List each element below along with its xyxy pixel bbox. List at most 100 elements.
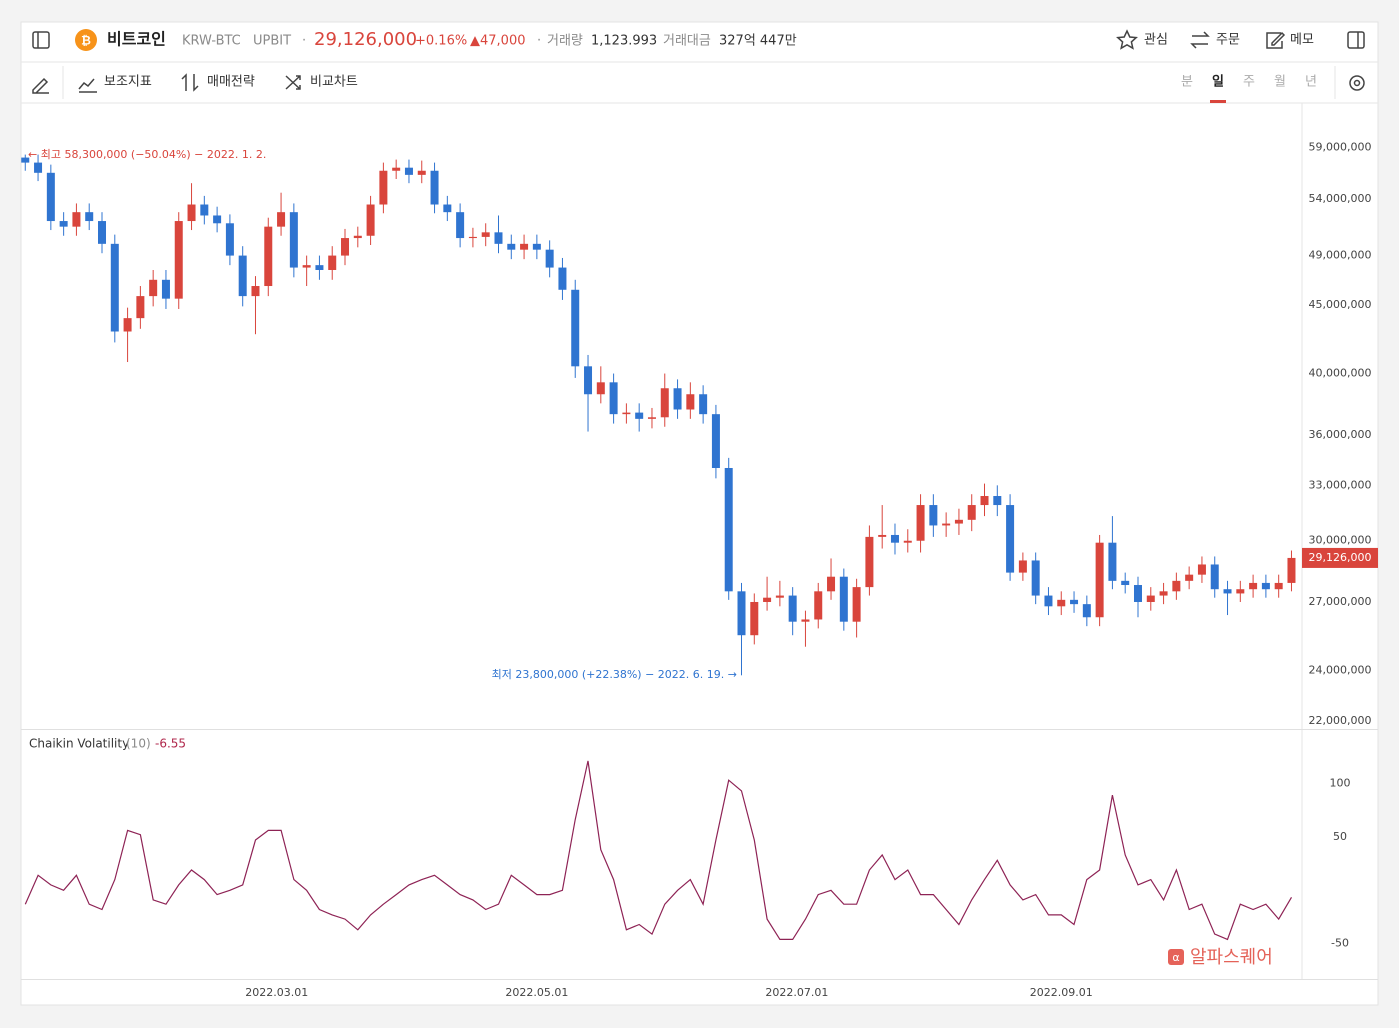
- candle-body: [660, 388, 669, 418]
- card: [20, 21, 1379, 1006]
- candle-body: [1070, 599, 1079, 605]
- settings-icon-center: [1353, 79, 1361, 87]
- y-tick-label: 22,000,000: [1309, 714, 1372, 727]
- change-rate: +0.16%: [415, 34, 467, 49]
- candle-body: [187, 204, 196, 222]
- candle-body: [1236, 589, 1245, 594]
- draw-icon[interactable]: [32, 77, 49, 94]
- candle-body: [1095, 542, 1104, 618]
- candle-body: [545, 249, 554, 268]
- watermark: 알파스퀘어: [1190, 947, 1273, 968]
- action[interactable]: 관심: [1144, 33, 1168, 48]
- candle-body: [878, 534, 887, 537]
- indicator-line: [24, 760, 1293, 941]
- candle-body: [1261, 582, 1270, 590]
- candle-body: [1044, 595, 1053, 607]
- coin-icon-symbol: ₿: [81, 34, 91, 48]
- exchange: UPBIT: [253, 34, 291, 49]
- tool[interactable]: 비교차트: [310, 75, 358, 90]
- interval[interactable]: 년: [1305, 75, 1317, 90]
- indicator-last-value: -6.55: [155, 737, 186, 751]
- candle-body: [1274, 582, 1283, 590]
- candle-body: [507, 243, 516, 250]
- candle-body: [468, 236, 477, 239]
- dot: ·: [302, 34, 306, 49]
- interval[interactable]: 분: [1181, 75, 1193, 90]
- candle-body: [814, 591, 823, 620]
- x-tick-label: 2022.03.01: [245, 986, 308, 999]
- y-tick-label: 27,000,000: [1309, 595, 1372, 608]
- interval[interactable]: 주: [1243, 75, 1255, 90]
- watermark-logo-symbol: α: [1172, 951, 1179, 964]
- volume-label: 거래량: [547, 34, 583, 49]
- interval[interactable]: 월: [1274, 75, 1286, 90]
- watermark-logo: [1168, 949, 1184, 965]
- candle-body: [392, 167, 401, 171]
- candle-body: [993, 496, 1002, 506]
- candle-body: [596, 382, 605, 395]
- volume: 1,123.993: [591, 34, 657, 49]
- y-tick-label: -50: [1331, 937, 1349, 950]
- sidebar-toggle[interactable]: [32, 31, 50, 49]
- candle-body: [456, 212, 465, 239]
- candle-body: [85, 212, 94, 222]
- candle-body: [1121, 580, 1130, 586]
- candle-body: [1146, 595, 1155, 602]
- x-tick-label: 2022.05.01: [505, 986, 568, 999]
- candle-body: [622, 412, 631, 415]
- y-tick-label: 40,000,000: [1309, 367, 1372, 380]
- x-tick-label: 2022.07.01: [765, 986, 828, 999]
- y-tick-label: 30,000,000: [1309, 534, 1372, 547]
- compare-icon: [285, 75, 301, 90]
- candle-body: [341, 238, 350, 256]
- candle-body: [686, 394, 695, 410]
- candle-body: [417, 170, 426, 175]
- candle-body: [942, 523, 951, 526]
- candle-body: [929, 505, 938, 526]
- candle-body: [1249, 582, 1258, 590]
- y-tick-label: 24,000,000: [1309, 663, 1372, 676]
- action[interactable]: 주문: [1216, 33, 1240, 48]
- candle-body: [136, 296, 145, 319]
- change: ▲47,000: [470, 34, 526, 49]
- candle-body: [238, 255, 247, 297]
- indicator-title: Chaikin Volatility: [29, 737, 129, 751]
- candle-body: [954, 519, 963, 524]
- candle-body: [277, 212, 286, 227]
- y-tick-label: 100: [1330, 776, 1351, 789]
- tool[interactable]: 매매전략: [207, 75, 255, 90]
- candle-body: [1133, 585, 1142, 602]
- candle-body: [494, 232, 503, 244]
- candle-body: [852, 587, 861, 622]
- candle-body: [1031, 560, 1040, 596]
- candle-body: [289, 212, 298, 268]
- settings-icon[interactable]: [1349, 75, 1365, 91]
- coin-icon: [75, 29, 97, 51]
- candle-body: [98, 221, 107, 244]
- candle-body: [1018, 560, 1027, 573]
- candle-body: [967, 505, 976, 520]
- candle-body: [865, 536, 874, 588]
- candle-body: [750, 601, 759, 636]
- interval[interactable]: 일: [1212, 75, 1224, 90]
- action[interactable]: 메모: [1290, 33, 1314, 48]
- candle-body: [647, 417, 656, 419]
- indicator-period: (10): [126, 737, 151, 751]
- candle-body: [161, 279, 170, 299]
- candle-body: [558, 267, 567, 290]
- candle-body: [46, 172, 55, 222]
- candle-body: [213, 215, 222, 224]
- candle-body: [903, 540, 912, 543]
- candle-body: [366, 204, 375, 236]
- tool[interactable]: 보조지표: [104, 75, 152, 90]
- candle-body: [673, 388, 682, 410]
- pair: KRW-BTC: [182, 34, 241, 49]
- candle-body: [264, 226, 273, 287]
- candle-body: [775, 595, 784, 598]
- panel-toggle[interactable]: [1347, 31, 1365, 49]
- candle-body: [532, 243, 541, 250]
- candle-body: [788, 595, 797, 622]
- candle-body: [404, 167, 413, 175]
- candle-body: [801, 619, 810, 622]
- candle-body: [1006, 505, 1015, 573]
